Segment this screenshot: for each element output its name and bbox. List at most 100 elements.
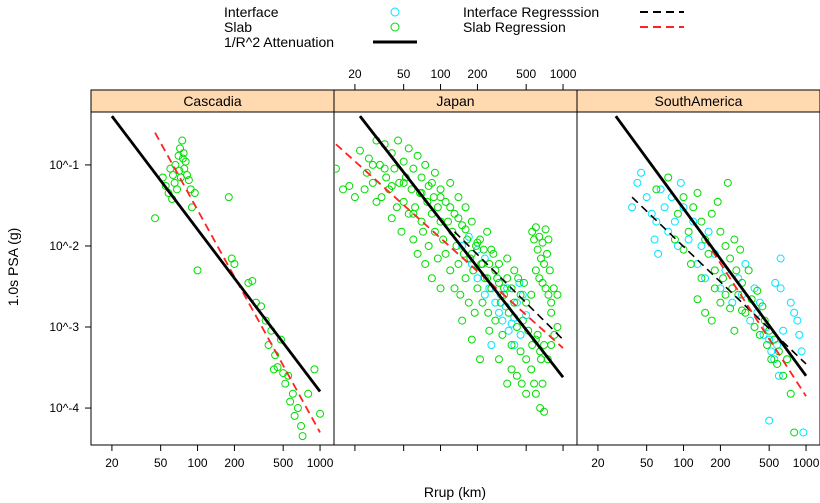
slab-point (494, 259, 503, 268)
interface-point (652, 217, 661, 226)
interface-point (750, 284, 759, 293)
interface-point (684, 235, 693, 244)
x-tick-label-bottom-2-3: 200 (710, 456, 730, 470)
slab-point (450, 209, 459, 218)
slab-point (483, 227, 492, 236)
interface-point (797, 347, 806, 356)
slab-point (413, 249, 422, 258)
slab-point (707, 209, 716, 218)
x-tick-label-bottom-2-4: 500 (759, 456, 779, 470)
interface-point (654, 249, 663, 258)
x-tick-label-top-1-2: 100 (431, 67, 451, 81)
slab-point (732, 266, 741, 275)
slab-point (430, 227, 439, 236)
slab-point (517, 379, 526, 388)
slab-point (507, 365, 516, 374)
slab-point (395, 178, 404, 187)
slab-point (264, 340, 273, 349)
attenuation-line-0 (110, 115, 322, 393)
x-tick-label-top-1-0: 20 (348, 67, 362, 81)
slab-point (456, 290, 465, 299)
slab-point (491, 316, 500, 325)
slab-point (704, 249, 713, 258)
slab-point (473, 238, 482, 247)
slab-point (519, 278, 528, 287)
interface-point (773, 340, 782, 349)
slab-point (531, 389, 540, 398)
slab-point (224, 193, 233, 202)
slab-point (792, 447, 799, 454)
slab-point (458, 316, 467, 325)
slab-point (173, 185, 182, 194)
panel-southamerica: SouthAmerica (576, 89, 820, 454)
slab-point (514, 274, 523, 283)
interface-point (765, 335, 774, 344)
slab-point (510, 266, 519, 275)
interface-point (494, 308, 503, 317)
slab-point (334, 164, 340, 173)
slab-point (409, 164, 418, 173)
slab-point (429, 193, 438, 202)
slab-point (541, 284, 550, 293)
slab-point (753, 286, 762, 295)
panel-title-2: SouthAmerica (655, 93, 743, 109)
slab-point (304, 389, 313, 398)
slab-point (713, 197, 722, 206)
slab-point (417, 217, 426, 226)
x-tick-label-top-1-4: 500 (516, 67, 536, 81)
slab-point (673, 209, 682, 218)
slab-point (487, 245, 496, 254)
slab-point (387, 214, 396, 223)
slab-point (417, 173, 426, 182)
interface-point (473, 274, 482, 283)
interface-point (765, 416, 774, 425)
y-tick-label-2: 10^-3 (49, 320, 79, 334)
slab-point (528, 340, 537, 349)
slab-point (382, 173, 391, 182)
legend-label-interface: Interface (224, 4, 279, 20)
slab-point (433, 203, 442, 212)
interface-point (770, 355, 779, 364)
slab-point (543, 249, 552, 258)
slab-point (286, 397, 295, 406)
attenuation-line-2 (614, 115, 808, 377)
slab-point (436, 185, 445, 194)
x-tick-label-bottom-2-0: 20 (591, 456, 605, 470)
slab-point (779, 371, 788, 380)
slab-point (491, 266, 500, 275)
slab-point (697, 274, 706, 283)
slab-point (652, 185, 661, 194)
slab-point (531, 266, 540, 275)
interface-point (776, 284, 785, 293)
interface-point (741, 259, 750, 268)
slab-point (538, 379, 547, 388)
slab-point (413, 151, 422, 160)
interface-point (628, 203, 637, 212)
slab-point (535, 232, 544, 241)
slab-point (463, 235, 472, 244)
slab-point (407, 185, 416, 194)
slab-point (454, 259, 463, 268)
x-tick-label-top-1-3: 200 (467, 67, 487, 81)
slab-point (553, 290, 562, 299)
slab-point (493, 274, 502, 283)
slab-point (190, 189, 199, 198)
slab-point (439, 235, 448, 244)
interface-point (746, 316, 755, 325)
interface-point (518, 290, 527, 299)
slab-point (484, 308, 493, 317)
slab-point (424, 241, 433, 250)
slab-point (540, 259, 549, 268)
slab-point (364, 154, 373, 163)
slab-point (512, 371, 521, 380)
slab-point (273, 363, 282, 372)
y-tick-label-3: 10^-4 (49, 401, 79, 415)
slab-point (485, 326, 494, 335)
slab-point (503, 254, 512, 263)
slab-point (182, 171, 191, 180)
slab-point (507, 340, 516, 349)
slab-point (545, 266, 554, 275)
slab-point (544, 235, 553, 244)
slab-point (421, 160, 430, 169)
slab-point (350, 193, 359, 202)
